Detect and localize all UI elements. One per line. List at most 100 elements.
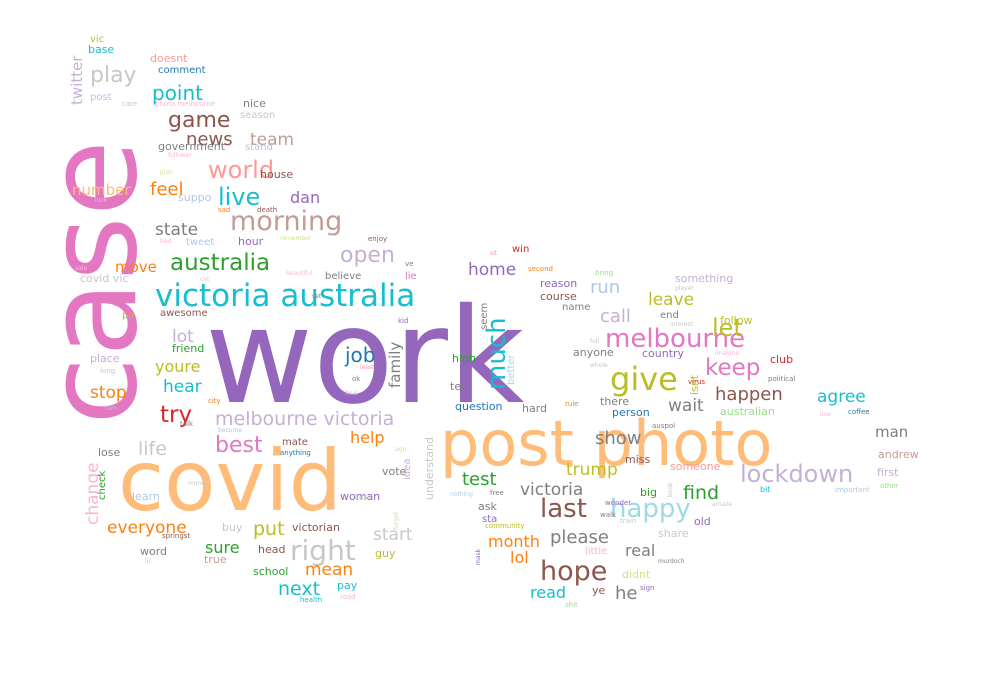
- word-test: test: [462, 469, 497, 490]
- word-case: case: [21, 140, 165, 425]
- word-call: call: [600, 306, 631, 327]
- word-game: game: [168, 108, 230, 133]
- word-andrew: andrew: [878, 448, 919, 461]
- word-school: school: [253, 565, 288, 578]
- word-covid: covid: [118, 432, 342, 530]
- word-australian: australian: [720, 405, 775, 418]
- word-word: word: [140, 545, 167, 558]
- word-lic: lic: [145, 558, 152, 565]
- word-bad: bad: [160, 238, 171, 245]
- word-free: free: [490, 489, 504, 497]
- word-doesnt: doesnt: [150, 52, 188, 65]
- word-home: home: [468, 260, 516, 280]
- word-let: let: [712, 314, 743, 342]
- word-post-photo: post photo: [440, 407, 772, 480]
- word-live: live: [218, 183, 260, 211]
- word-wait: wait: [668, 396, 704, 416]
- word-understand: understand: [423, 437, 436, 500]
- word-sit: sit: [490, 250, 498, 257]
- word-person: person: [612, 406, 650, 419]
- word-death: death: [257, 206, 277, 214]
- word-someone: someone: [670, 460, 721, 473]
- word-question: question: [455, 400, 503, 413]
- word-tell: tell: [450, 380, 467, 393]
- word-final: final: [345, 390, 358, 397]
- word-set: set: [312, 293, 322, 300]
- word-true: true: [204, 553, 227, 566]
- word-follower: follower: [168, 152, 192, 159]
- word-everyone: everyone: [107, 518, 187, 538]
- word-ago: ago: [395, 446, 406, 453]
- word-hour: hour: [238, 235, 264, 248]
- word-lose: lose: [98, 446, 121, 459]
- word-friend: friend: [172, 342, 204, 355]
- word-forget: forget: [393, 511, 400, 530]
- word-vic: vic: [90, 34, 104, 45]
- word-lol: lol: [510, 548, 529, 567]
- word-luck: luck: [95, 197, 108, 204]
- word-least: least: [360, 364, 375, 371]
- word-buy: buy: [222, 521, 243, 534]
- word-sta: sta: [482, 514, 497, 525]
- word-ye: ye: [592, 584, 606, 597]
- word-rule: rule: [565, 400, 579, 408]
- word-shit: shit: [565, 601, 578, 609]
- word-happy: happy: [610, 494, 691, 524]
- word-hard: hard: [522, 402, 547, 415]
- word-please: please: [550, 527, 609, 548]
- word-train: train: [620, 517, 636, 525]
- word-awesome: awesome: [160, 308, 208, 319]
- word-family: family: [386, 342, 404, 388]
- word-enjoy: enjoy: [368, 235, 387, 243]
- word-idea: idea: [402, 459, 413, 480]
- word-talk: talk: [180, 420, 194, 428]
- word-bit: bit: [760, 485, 770, 494]
- word-covid-vic: covid vic: [80, 272, 128, 285]
- word-comment: comment: [158, 65, 206, 76]
- word-lockdown: lockdown: [740, 460, 853, 488]
- word-check: check: [97, 471, 108, 500]
- word-follow: follow: [720, 314, 752, 327]
- word-vote: vote: [382, 465, 407, 478]
- word-kid: kid: [398, 317, 408, 325]
- word-next: next: [278, 578, 320, 600]
- word-old: old: [694, 515, 711, 528]
- word-full: full: [590, 338, 600, 345]
- word-stop: stop: [90, 383, 127, 403]
- word-murdoch: murdoch: [658, 558, 685, 565]
- word-isnt: isnt: [688, 374, 701, 395]
- word-put: put: [253, 518, 285, 540]
- word-seem: seem: [479, 303, 490, 330]
- word-base: base: [88, 43, 114, 56]
- word-world: world: [208, 156, 274, 184]
- word-country: country: [642, 347, 685, 360]
- word-place: place: [90, 352, 120, 365]
- word-ok: ok: [352, 375, 361, 383]
- word-city: city: [208, 397, 221, 405]
- word-real: real: [625, 541, 655, 560]
- word-pa: pa: [122, 310, 134, 321]
- word-bring: bring: [595, 269, 613, 277]
- word-news: news: [186, 129, 233, 150]
- word-ve: ve: [405, 260, 413, 268]
- word-youre: youre: [155, 357, 200, 376]
- word-whole: whole: [590, 362, 608, 369]
- word-morning: morning: [230, 206, 342, 237]
- word-amaze: amaze: [712, 501, 732, 508]
- word-little: little: [585, 546, 607, 557]
- word-pay: pay: [337, 579, 358, 592]
- word-run: run: [590, 277, 620, 298]
- word-springst: springst: [162, 532, 190, 540]
- word-other: other: [880, 482, 899, 490]
- word-better: better: [506, 354, 517, 385]
- word-melbourne-victoria: melbourne victoria: [215, 408, 394, 430]
- word-road: road: [340, 593, 356, 601]
- word-sad: sad: [218, 206, 230, 214]
- word-name: name: [562, 302, 590, 313]
- word-house: house: [260, 168, 293, 181]
- word-woman: woman: [340, 490, 380, 503]
- word-course: course: [540, 290, 577, 303]
- word-first: first: [877, 466, 899, 479]
- word-anything: anything: [280, 449, 311, 457]
